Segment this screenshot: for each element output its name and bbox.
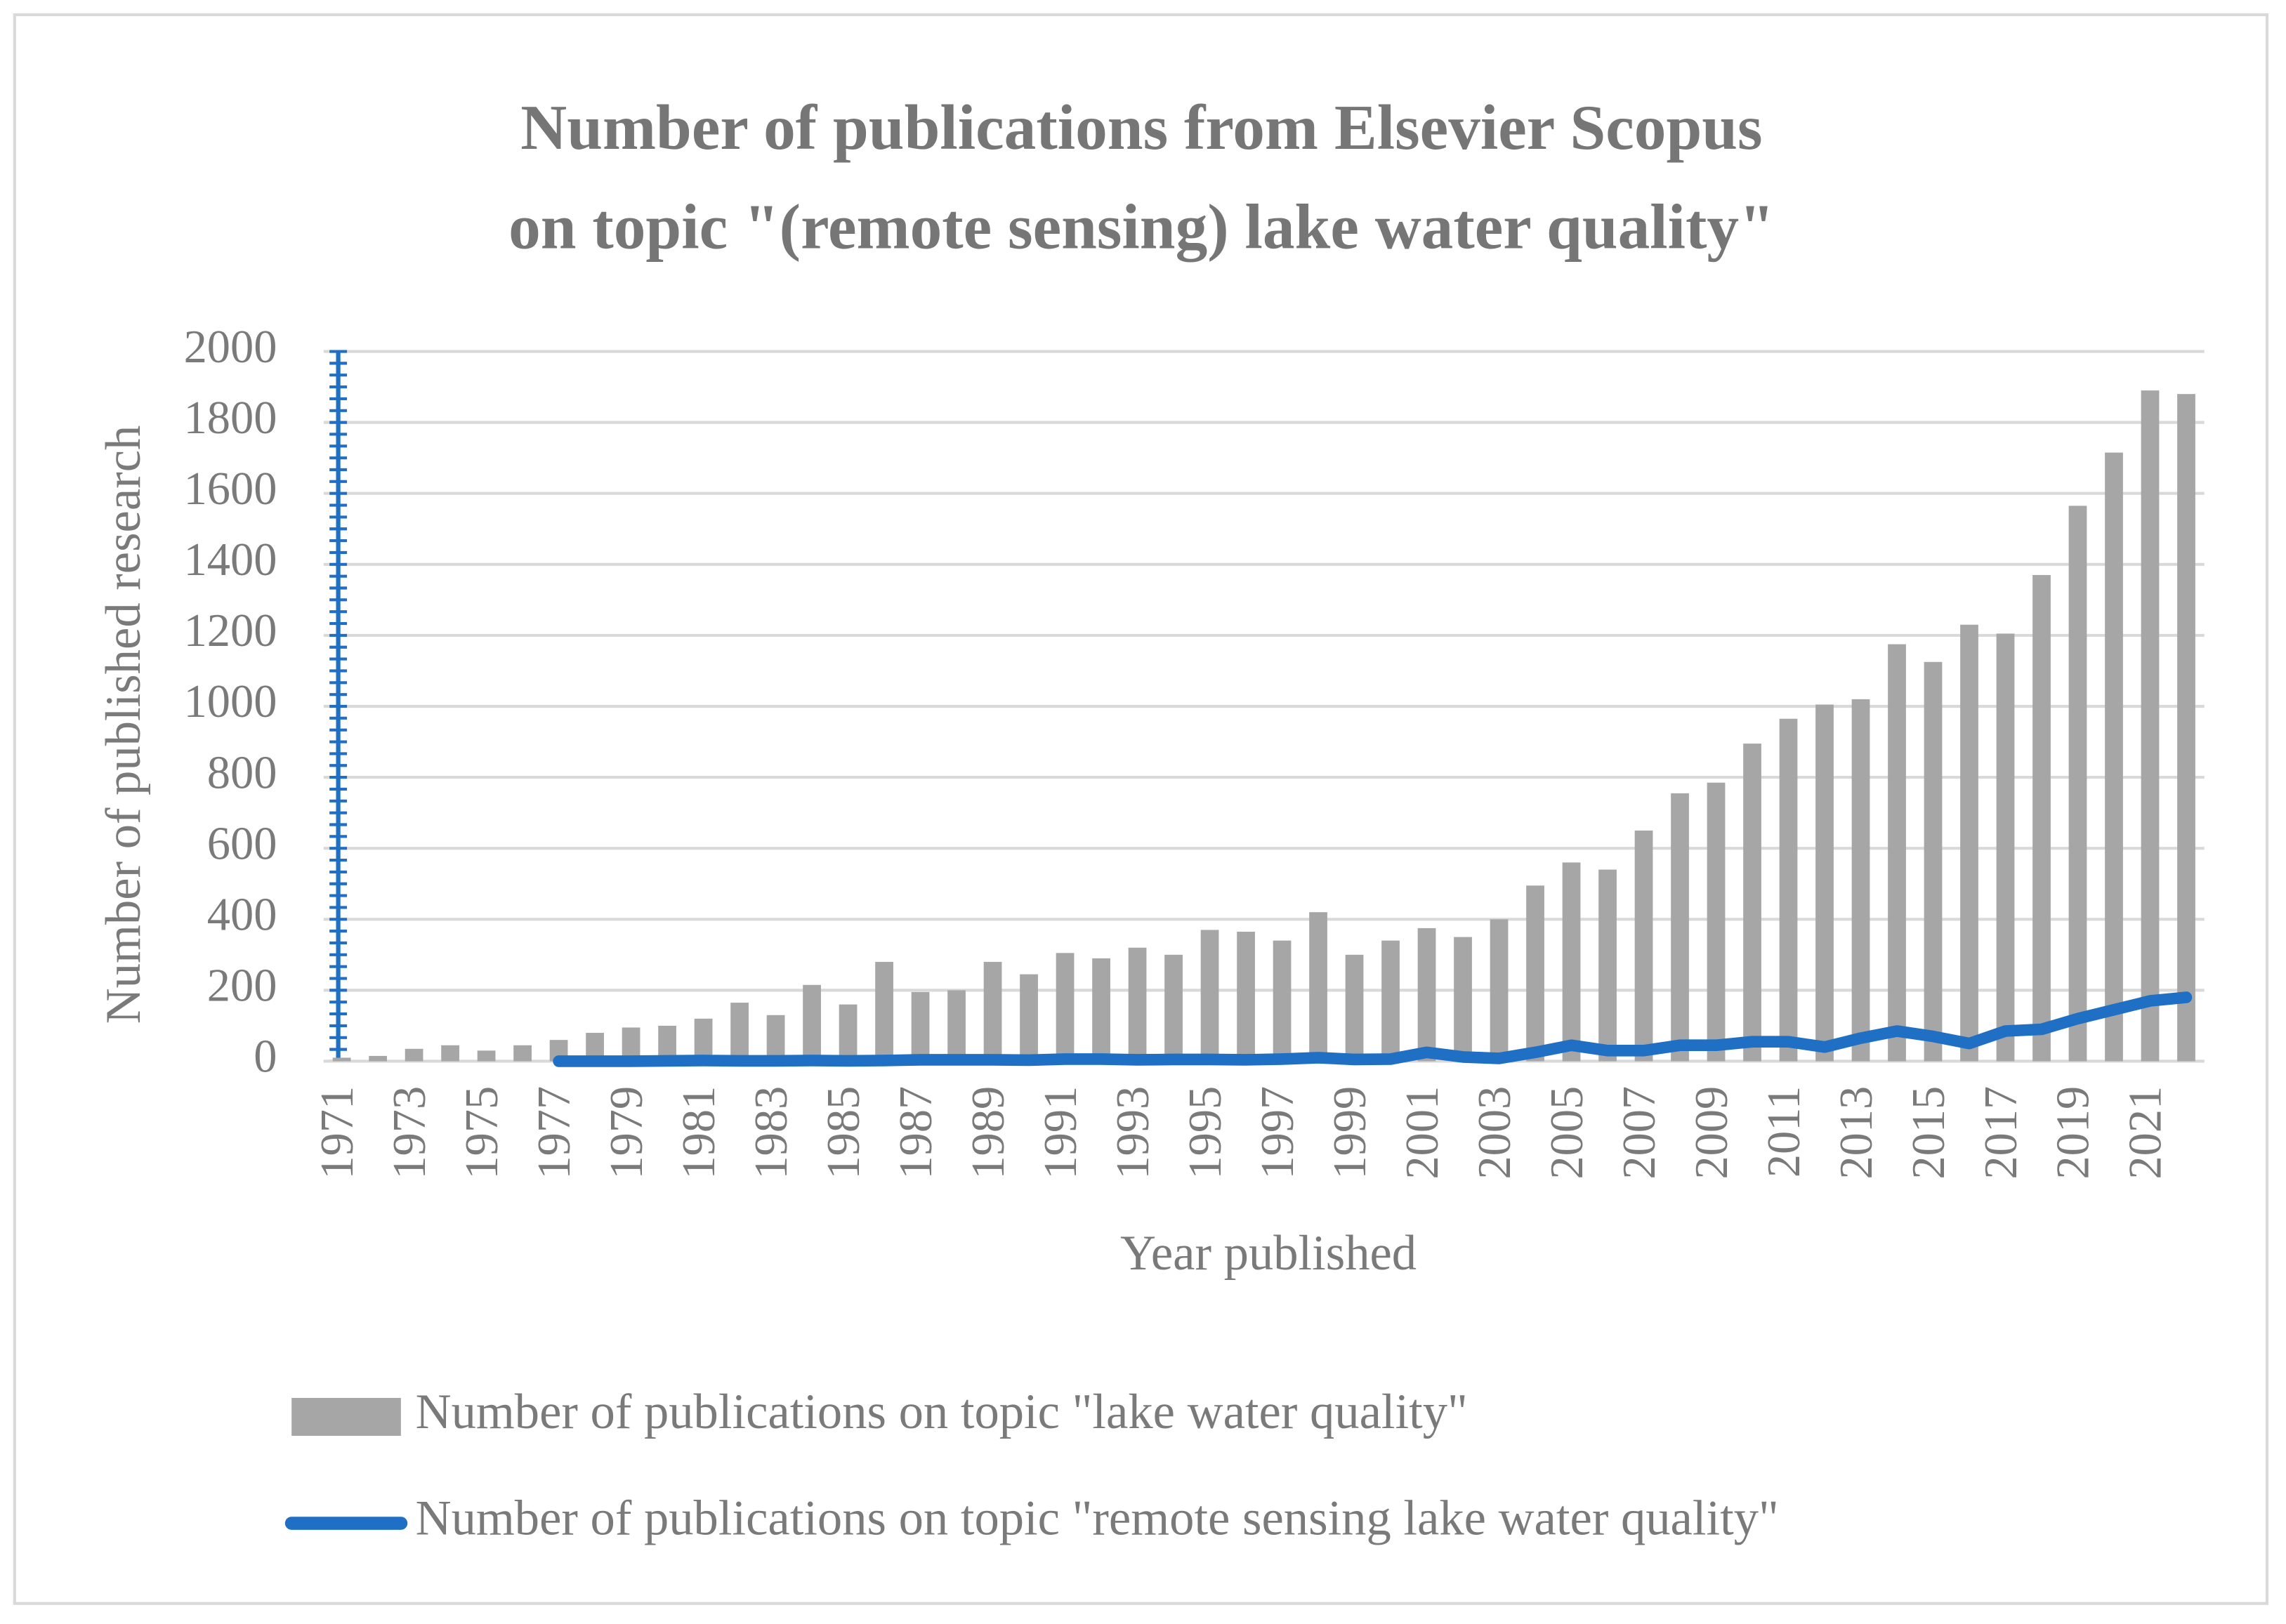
y-axis-title: Number of published research xyxy=(96,425,151,1024)
bar xyxy=(1417,927,1436,1062)
x-tick-label: 1981 xyxy=(674,1086,725,1180)
bar xyxy=(1707,782,1726,1062)
bar xyxy=(405,1048,423,1062)
y-tick-label: 1200 xyxy=(184,605,277,656)
bar xyxy=(730,1003,749,1062)
x-tick-label: 2009 xyxy=(1686,1086,1738,1180)
bar xyxy=(875,961,893,1062)
bar xyxy=(1924,661,1943,1062)
y-tick-label: 1000 xyxy=(184,676,277,727)
bar xyxy=(441,1045,459,1062)
bar xyxy=(947,990,966,1062)
bar xyxy=(2141,390,2160,1062)
bar xyxy=(1345,954,1364,1062)
x-tick-label: 2015 xyxy=(1903,1086,1955,1180)
x-tick-label: 1995 xyxy=(1180,1086,1231,1180)
bar xyxy=(1671,793,1689,1062)
bar xyxy=(1562,862,1581,1062)
chart-title: on topic "(remote sensing) lake water qu… xyxy=(508,191,1775,262)
bar xyxy=(1237,931,1255,1062)
bar xyxy=(369,1055,387,1062)
bar xyxy=(1743,744,1761,1062)
y-tick-label: 1800 xyxy=(184,392,277,444)
bar xyxy=(1996,633,2015,1062)
x-tick-label: 2019 xyxy=(2048,1086,2099,1180)
x-tick-label: 2007 xyxy=(1614,1086,1665,1180)
x-tick-label: 1983 xyxy=(746,1086,797,1180)
x-tick-label: 1975 xyxy=(456,1086,508,1180)
bar xyxy=(1815,704,1834,1062)
bar xyxy=(1020,974,1038,1062)
y-tick-label: 800 xyxy=(207,747,277,798)
x-tick-label: 1991 xyxy=(1035,1086,1086,1180)
legend-swatch xyxy=(291,1398,401,1436)
bar xyxy=(1128,947,1147,1062)
bar xyxy=(2068,506,2087,1062)
x-tick-label: 1979 xyxy=(601,1086,652,1180)
bar xyxy=(694,1018,713,1062)
bar xyxy=(983,961,1002,1062)
legend-label: Number of publications on topic "lake wa… xyxy=(416,1385,1468,1439)
x-tick-label: 1987 xyxy=(891,1086,942,1180)
line xyxy=(553,991,2193,1067)
bar xyxy=(1381,940,1400,1062)
chart-title: Number of publications from Elsevier Sco… xyxy=(520,92,1762,163)
x-tick-label: 2005 xyxy=(1542,1086,1593,1180)
bar xyxy=(1164,954,1183,1062)
x-tick-label: 2021 xyxy=(2120,1086,2172,1180)
bar xyxy=(477,1050,496,1062)
x-tick-label: 2001 xyxy=(1397,1086,1448,1180)
bar xyxy=(1526,885,1544,1062)
bar xyxy=(2032,574,2051,1062)
bar xyxy=(1634,830,1653,1062)
x-tick-label: 1989 xyxy=(963,1086,1014,1180)
y-tick-label: 200 xyxy=(207,960,277,1012)
bar xyxy=(1309,912,1327,1062)
x-tick-label: 2017 xyxy=(1976,1086,2027,1180)
x-tick-label: 1985 xyxy=(818,1086,869,1180)
y-tick-label: 1400 xyxy=(184,534,277,586)
x-tick-label: 2013 xyxy=(1831,1086,1882,1180)
bar xyxy=(766,1015,785,1062)
bar xyxy=(1056,953,1075,1062)
bar xyxy=(1960,624,1978,1062)
bar xyxy=(1200,930,1219,1062)
x-tick-label: 1993 xyxy=(1108,1086,1159,1180)
bar xyxy=(839,1004,858,1062)
bar xyxy=(2105,452,2123,1062)
bar xyxy=(1598,869,1617,1062)
x-axis-title: Year published xyxy=(1120,1226,1417,1281)
x-tick-label: 1973 xyxy=(384,1086,435,1180)
y-tick-label: 0 xyxy=(254,1031,277,1083)
x-tick-label: 2011 xyxy=(1759,1086,1810,1177)
y-tick-label: 400 xyxy=(207,890,277,941)
bar xyxy=(1851,699,1870,1062)
y-tick-label: 600 xyxy=(207,818,277,869)
bar xyxy=(1092,958,1110,1062)
x-tick-label: 1999 xyxy=(1325,1086,1376,1180)
bar xyxy=(332,1057,351,1062)
x-tick-label: 1971 xyxy=(312,1086,363,1180)
x-tick-label: 1997 xyxy=(1252,1086,1303,1180)
y-tick-label: 2000 xyxy=(184,322,277,373)
bar xyxy=(1888,644,1906,1062)
x-tick-label: 1977 xyxy=(529,1086,580,1180)
bar xyxy=(1779,718,1798,1062)
bar xyxy=(803,984,821,1062)
y-tick-label: 1600 xyxy=(184,463,277,515)
bar xyxy=(2177,394,2195,1062)
bar xyxy=(1490,919,1509,1062)
bar xyxy=(911,991,930,1062)
bar xyxy=(1454,937,1472,1062)
x-tick-label: 2003 xyxy=(1469,1086,1520,1180)
bar xyxy=(1273,940,1292,1062)
legend-label: Number of publications on topic "remote … xyxy=(416,1491,1779,1546)
bar xyxy=(513,1045,532,1062)
